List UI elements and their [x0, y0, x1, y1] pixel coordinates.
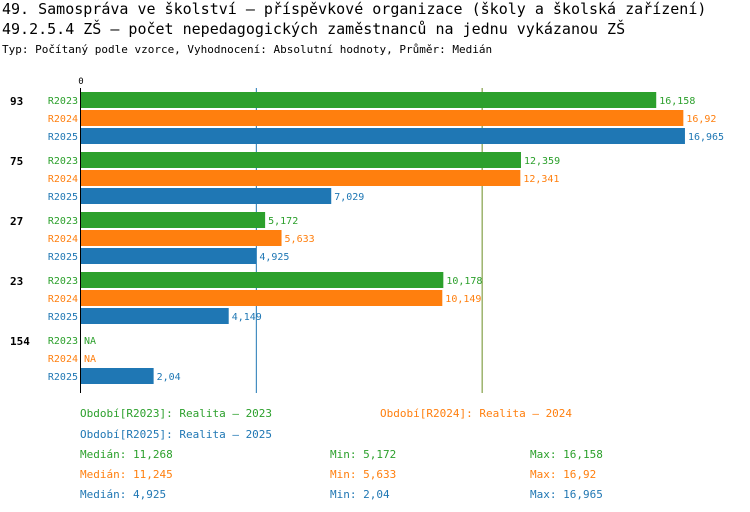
chart-subtitle: 49.2.5.4 ZŠ – počet nepedagogických zamě… [2, 20, 626, 38]
data-label-27-R2024: 5,633 [285, 234, 315, 245]
bar-23-R2025 [81, 308, 229, 324]
data-label-75-R2023: 12,359 [524, 156, 560, 167]
bar-93-R2023 [81, 92, 657, 108]
data-label-93-R2025: 16,965 [688, 132, 724, 143]
legend-r2023: Období[R2023]: Realita – 2023 [80, 407, 273, 420]
bar-chart: 0 93 R2023 16,158 R2024 16,92 R2025 16,965 75 R20… [10, 77, 724, 393]
series-label-23-R2024: R2024 [48, 294, 78, 305]
data-label-27-R2023: 5,172 [268, 216, 298, 227]
category-label-154: 154 [10, 335, 30, 348]
chart-title: 49. Samospráva ve školství – příspěvkové… [2, 0, 707, 18]
series-label-154-R2024: R2024 [48, 354, 78, 365]
bar-23-R2023 [81, 272, 444, 288]
series-label-23-R2025: R2025 [48, 312, 78, 323]
data-label-27-R2025: 4,925 [259, 252, 289, 263]
data-label-154-R2024: NA [84, 354, 96, 365]
data-label-154-R2025: 2,04 [157, 372, 181, 383]
chart-type-line: Typ: Počítaný podle vzorce, Vyhodnocení:… [2, 43, 493, 56]
data-label-93-R2023: 16,158 [659, 96, 695, 107]
legend-r2024: Období[R2024]: Realita – 2024 [380, 407, 573, 420]
bar-154-R2025 [81, 368, 154, 384]
data-label-75-R2025: 7,029 [334, 192, 364, 203]
stat-median-r2024: Medián: 11,245 [80, 468, 173, 481]
stat-min-r2023: Min: 5,172 [330, 448, 397, 461]
bar-93-R2025 [81, 128, 685, 144]
series-label-93-R2024: R2024 [48, 114, 78, 125]
stat-min-r2024: Min: 5,633 [330, 468, 397, 481]
bar-27-R2023 [81, 212, 266, 228]
bar-75-R2025 [81, 188, 332, 204]
stat-median-r2023: Medián: 11,268 [80, 448, 173, 461]
series-label-27-R2024: R2024 [48, 234, 78, 245]
series-label-75-R2025: R2025 [48, 192, 78, 203]
series-label-27-R2023: R2023 [48, 216, 78, 227]
bar-75-R2023 [81, 152, 521, 168]
bar-23-R2024 [81, 290, 443, 306]
data-label-23-R2024: 10,149 [445, 294, 481, 305]
legend-r2025: Období[R2025]: Realita – 2025 [80, 428, 273, 441]
bar-93-R2024 [81, 110, 684, 126]
bar-27-R2024 [81, 230, 282, 246]
series-label-154-R2025: R2025 [48, 372, 78, 383]
stat-max-r2025: Max: 16,965 [530, 488, 603, 501]
series-label-27-R2025: R2025 [48, 252, 78, 263]
series-label-75-R2023: R2023 [48, 156, 78, 167]
series-label-154-R2023: R2023 [48, 336, 78, 347]
series-label-93-R2023: R2023 [48, 96, 78, 107]
data-label-154-R2023: NA [84, 336, 96, 347]
stat-max-r2023: Max: 16,158 [530, 448, 603, 461]
data-label-23-R2023: 10,178 [446, 276, 482, 287]
category-label-23: 23 [10, 275, 23, 288]
series-label-93-R2025: R2025 [48, 132, 78, 143]
stat-median-r2025: Medián: 4,925 [80, 488, 167, 501]
bar-75-R2024 [81, 170, 521, 186]
category-label-27: 27 [10, 215, 23, 228]
bar-27-R2025 [81, 248, 257, 264]
stat-min-r2025: Min: 2,04 [330, 488, 390, 501]
data-label-93-R2024: 16,92 [686, 114, 716, 125]
stat-max-r2024: Max: 16,92 [530, 468, 597, 481]
series-label-23-R2023: R2023 [48, 276, 78, 287]
data-label-23-R2025: 4,149 [232, 312, 262, 323]
axis-zero-label: 0 [78, 77, 83, 87]
category-label-93: 93 [10, 95, 23, 108]
data-label-75-R2024: 12,341 [523, 174, 559, 185]
category-label-75: 75 [10, 155, 23, 168]
series-label-75-R2024: R2024 [48, 174, 78, 185]
